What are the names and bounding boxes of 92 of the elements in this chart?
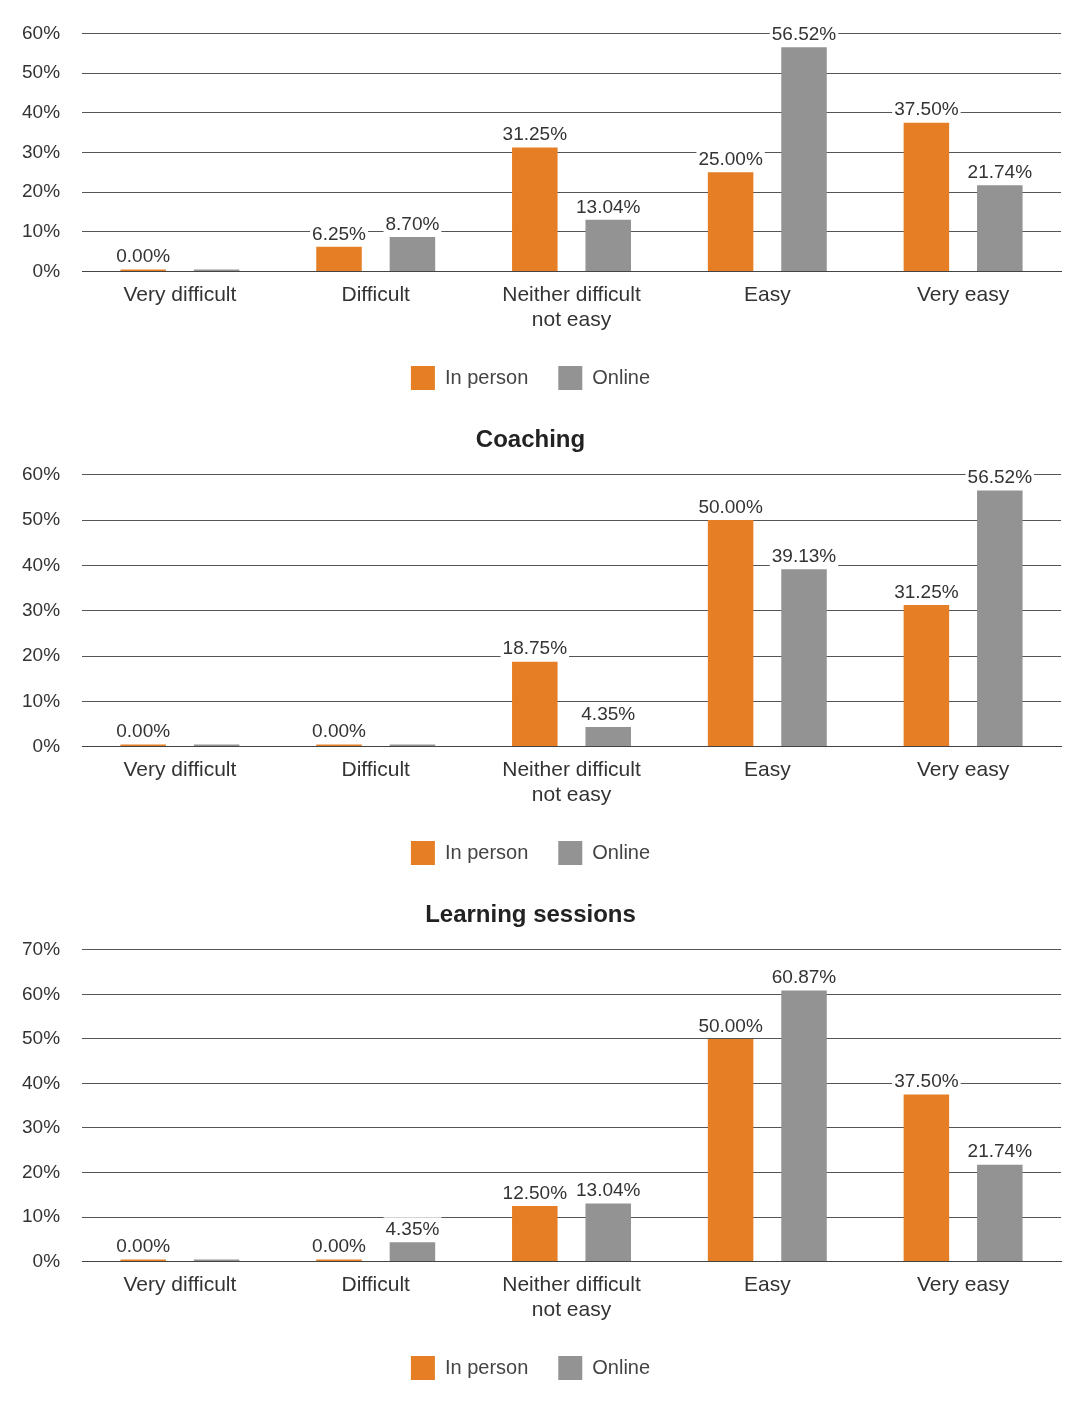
data-label: 39.13%	[771, 545, 837, 567]
bar	[903, 605, 950, 747]
y-tick-label: 0%	[32, 259, 61, 281]
legend-label: In person	[444, 840, 529, 863]
x-tick-label: Neither difficult not easy	[502, 1272, 641, 1321]
x-tick-label: Difficult	[341, 757, 411, 780]
y-tick-label: 20%	[22, 644, 61, 666]
y-tick-label: 30%	[22, 1116, 61, 1138]
bar	[585, 1203, 631, 1262]
y-tick-label: 10%	[22, 220, 61, 242]
y-tick-label: 50%	[22, 1027, 61, 1049]
x-tick-label: Very difficult	[123, 757, 237, 780]
y-tick-label: 50%	[22, 508, 61, 530]
x-tick-label: Very difficult	[123, 282, 237, 305]
data-label: 4.35%	[385, 1217, 440, 1239]
data-label: 13.04%	[576, 195, 641, 217]
data-label: 0.00%	[116, 1235, 171, 1257]
data-label: 56.52%	[967, 466, 1033, 488]
y-tick-label: 50%	[22, 61, 61, 83]
y-tick-label: 10%	[22, 1205, 61, 1227]
x-tick-label: Difficult	[341, 282, 411, 305]
data-label: 12.50%	[502, 1181, 568, 1203]
y-tick-label: 70%	[22, 938, 61, 960]
x-tick-label: Easy	[743, 282, 792, 305]
y-tick-label: 40%	[22, 553, 61, 575]
data-label: 18.75%	[502, 637, 568, 659]
data-label: 0.00%	[116, 720, 171, 742]
x-tick-label: Neither difficult not easy	[502, 282, 641, 331]
legend-label: Online	[592, 840, 651, 863]
x-tick-label: Difficult	[341, 1272, 411, 1295]
data-label: 25.00%	[698, 148, 763, 170]
data-label: 0.00%	[116, 245, 171, 267]
y-tick-label: 0%	[32, 1249, 61, 1271]
bar	[977, 1164, 1023, 1262]
x-tick-label: Easy	[743, 1272, 792, 1295]
data-label: 21.74%	[967, 161, 1033, 183]
y-tick-label: 40%	[22, 101, 61, 123]
bar	[781, 569, 827, 747]
data-label: 50.00%	[698, 495, 763, 517]
bar	[389, 1242, 436, 1262]
x-tick-label: Very easy	[916, 282, 1010, 305]
bar	[316, 246, 362, 272]
legend-label: Online	[592, 1355, 651, 1378]
bar	[707, 520, 754, 747]
bar	[585, 726, 631, 747]
bar	[903, 1094, 950, 1262]
x-tick-label: Very easy	[916, 757, 1010, 780]
bar	[977, 490, 1023, 747]
bar	[903, 122, 950, 272]
data-label: 21.74%	[967, 1140, 1033, 1162]
chart-title: Learning sessions	[425, 900, 636, 928]
data-label: 8.70%	[385, 212, 440, 234]
x-tick-label: Easy	[743, 757, 792, 780]
data-label: 37.50%	[894, 1070, 959, 1092]
x-tick-label: Very easy	[916, 1272, 1010, 1295]
bar	[512, 1205, 558, 1262]
data-label: 50.00%	[698, 1014, 763, 1036]
data-label: 31.25%	[894, 580, 959, 602]
bar	[707, 1038, 754, 1262]
y-tick-label: 20%	[22, 180, 61, 202]
bar	[781, 990, 827, 1262]
x-tick-label: Neither difficult not easy	[502, 757, 641, 806]
y-tick-label: 30%	[22, 140, 61, 162]
y-tick-label: 60%	[22, 21, 61, 43]
data-label: 31.25%	[502, 123, 568, 145]
bar	[585, 219, 631, 272]
data-label: 4.35%	[581, 702, 636, 724]
legend-label: Online	[592, 365, 651, 388]
y-tick-label: 60%	[22, 982, 61, 1004]
data-label: 0.00%	[312, 720, 367, 742]
y-tick-label: 20%	[22, 1160, 61, 1182]
data-label: 0.00%	[312, 1235, 367, 1257]
x-tick-label: Very difficult	[123, 1272, 237, 1295]
data-label: 13.04%	[576, 1179, 641, 1201]
y-tick-label: 40%	[22, 1071, 61, 1093]
data-label: 37.50%	[894, 98, 959, 120]
y-tick-label: 60%	[22, 463, 61, 485]
data-label: 6.25%	[312, 222, 367, 244]
legend-label: In person	[444, 365, 529, 388]
data-label: 56.52%	[771, 22, 837, 44]
y-tick-label: 10%	[22, 689, 61, 711]
legend-label: In person	[444, 1355, 529, 1378]
bar	[512, 147, 558, 272]
bar	[781, 47, 827, 272]
data-label: 60.87%	[771, 966, 837, 988]
y-tick-label: 0%	[32, 734, 61, 756]
bar	[389, 237, 436, 272]
chart-title: Coaching	[475, 425, 586, 453]
bar	[707, 172, 754, 272]
y-tick-label: 30%	[22, 598, 61, 620]
bar	[977, 185, 1023, 272]
bar	[512, 661, 558, 747]
